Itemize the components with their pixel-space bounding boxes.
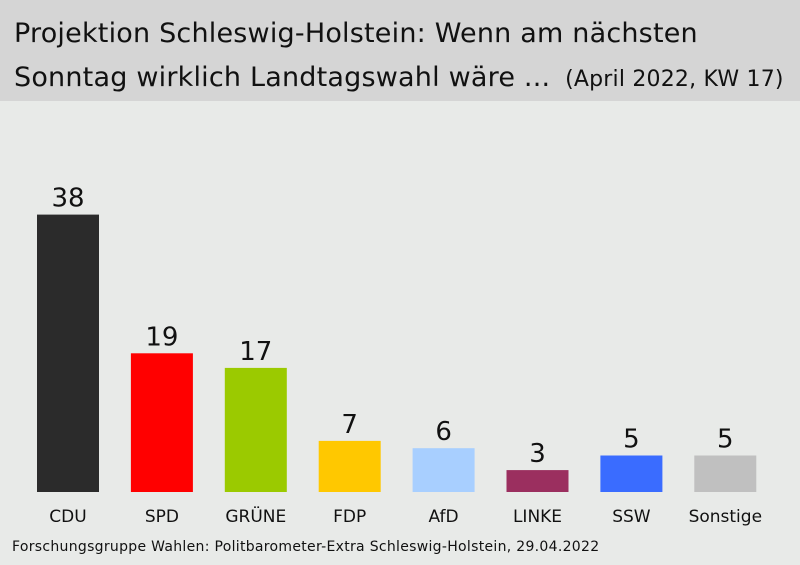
bar-fdp <box>318 440 381 492</box>
bar-ssw <box>600 455 663 492</box>
chart-header: Projektion Schleswig-Holstein: Wenn am n… <box>0 0 800 101</box>
data-label-linke: 3 <box>529 439 546 469</box>
category-label-spd: SPD <box>145 507 179 527</box>
data-label-afd: 6 <box>435 417 452 447</box>
bar-grüne <box>224 367 287 492</box>
category-label-sonstige: Sonstige <box>689 507 762 527</box>
category-label-fdp: FDP <box>333 507 366 527</box>
category-label-cdu: CDU <box>49 507 86 527</box>
category-label-linke: LINKE <box>513 507 562 527</box>
data-label-sonstige: 5 <box>717 425 734 455</box>
bar-spd <box>130 353 193 492</box>
chart-title-line1: Projektion Schleswig-Holstein: Wenn am n… <box>14 18 698 49</box>
data-label-grüne: 17 <box>239 337 272 367</box>
bar-linke <box>506 470 569 492</box>
chart-subtitle: (April 2022, KW 17) <box>565 67 784 92</box>
source-note: Forschungsgruppe Wahlen: Politbarometer-… <box>12 539 600 555</box>
chart-title-line2-text: Sonntag wirklich Landtagswahl wäre ... <box>14 62 551 93</box>
category-label-grüne: GRÜNE <box>225 505 286 527</box>
chart-title-line2: Sonntag wirklich Landtagswahl wäre ... (… <box>14 62 784 93</box>
bar-afd <box>412 448 475 492</box>
category-label-afd: AfD <box>429 507 459 527</box>
category-label-ssw: SSW <box>612 507 651 527</box>
data-label-spd: 19 <box>145 322 178 352</box>
bar-sonstige <box>694 455 757 492</box>
data-label-ssw: 5 <box>623 425 640 455</box>
bar-chart: 38 CDU 19 SPD 17 GRÜNE 7 FDP 6 AfD 3 LINKE 5 SSW 5 Sons… <box>37 184 762 527</box>
data-label-cdu: 38 <box>51 184 84 214</box>
bar-cdu <box>37 214 99 492</box>
data-label-fdp: 7 <box>341 410 358 440</box>
